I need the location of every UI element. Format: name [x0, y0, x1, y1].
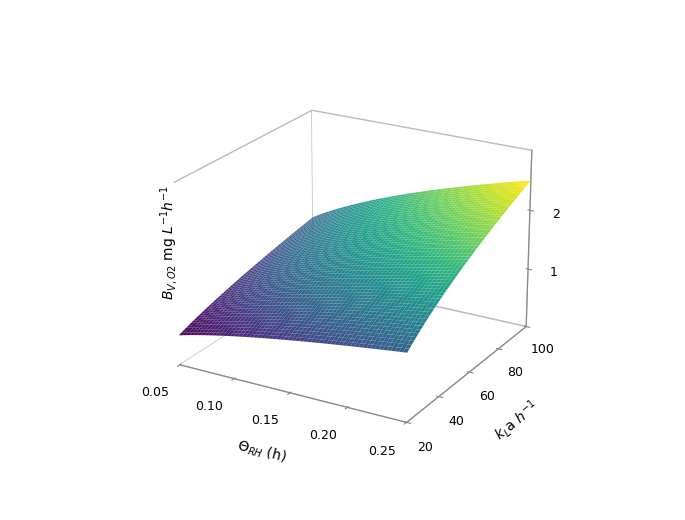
Text: $B_{V,O2}$ mg $L^{-1}$$h^{-1}$: $B_{V,O2}$ mg $L^{-1}$$h^{-1}$	[159, 185, 180, 300]
Y-axis label: $k_L$a $h^{-1}$: $k_L$a $h^{-1}$	[490, 396, 543, 445]
X-axis label: $\Theta_{RH}$ (h): $\Theta_{RH}$ (h)	[235, 437, 288, 466]
